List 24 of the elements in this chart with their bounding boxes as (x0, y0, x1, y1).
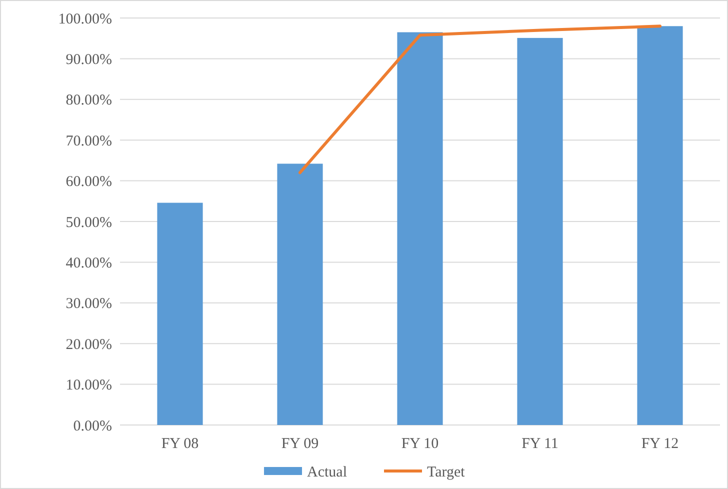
bar (157, 202, 203, 425)
bar (277, 164, 323, 425)
bar (397, 32, 443, 425)
y-tick-label: 10.00% (66, 378, 112, 394)
x-tick-label: FY 11 (522, 436, 558, 452)
bar (637, 26, 683, 425)
legend-label: Target (427, 464, 466, 480)
y-tick-label: 90.00% (66, 52, 112, 68)
bar (517, 38, 563, 425)
legend-label: Actual (307, 464, 347, 480)
y-tick-label: 30.00% (66, 296, 112, 312)
x-tick-label: FY 12 (641, 436, 679, 452)
y-tick-label: 40.00% (66, 255, 112, 272)
y-tick-label: 50.00% (66, 214, 112, 231)
y-tick-label: 100.00% (58, 11, 112, 28)
x-tick-label: FY 09 (281, 436, 319, 452)
y-tick-label: 0.00% (73, 418, 112, 434)
y-tick-label: 20.00% (66, 336, 112, 353)
x-tick-label: FY 10 (401, 436, 439, 452)
y-tick-label: 60.00% (66, 174, 112, 190)
y-tick-label: 80.00% (66, 92, 112, 109)
line-series (298, 24, 662, 174)
x-tick-label: FY 08 (161, 436, 199, 452)
y-tick-label: 70.00% (66, 133, 112, 150)
